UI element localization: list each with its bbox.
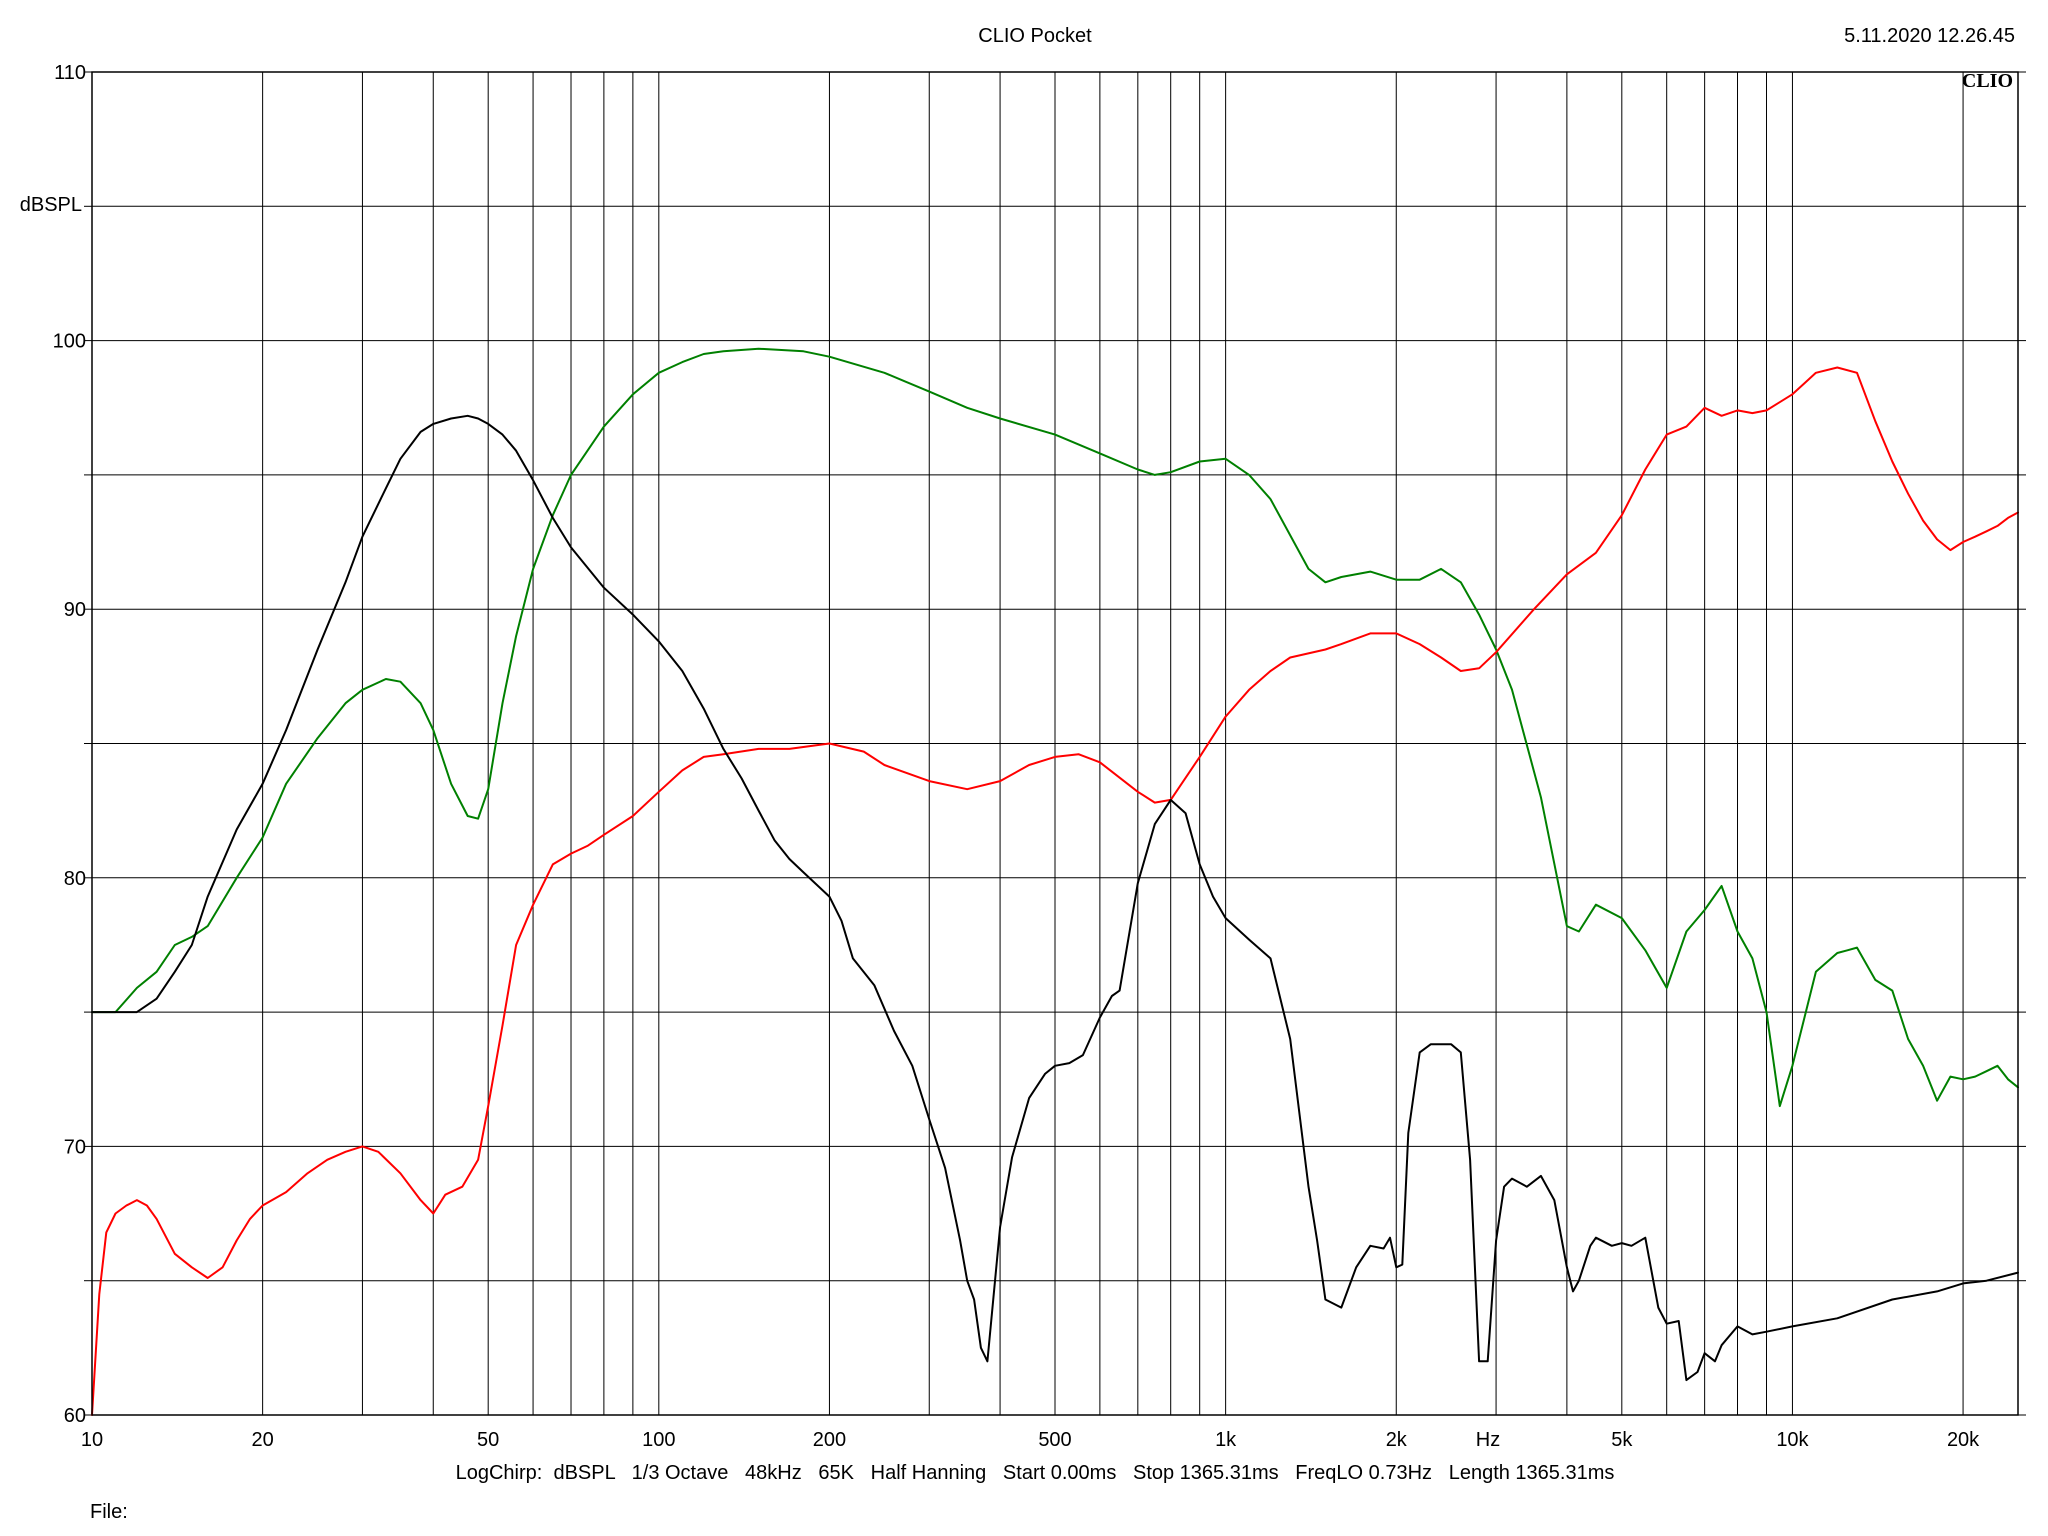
y-tick-label: 60 bbox=[64, 1405, 86, 1427]
chart-title: CLIO Pocket bbox=[978, 25, 1092, 47]
x-tick-label: 10 bbox=[81, 1429, 103, 1451]
y-tick-label: 80 bbox=[64, 868, 86, 890]
timestamp: 5.11.2020 12.26.45 bbox=[1844, 25, 2015, 47]
series-line-2 bbox=[91, 366, 2019, 1416]
y-tick-label: 90 bbox=[64, 599, 86, 621]
x-tick-label: 10k bbox=[1776, 1429, 1809, 1451]
y-tick-label: 100 bbox=[53, 331, 86, 353]
y-tick-label: 110 bbox=[54, 62, 86, 84]
y-axis-label: dBSPL bbox=[20, 194, 82, 216]
x-tick-label: 1k bbox=[1215, 1429, 1237, 1451]
x-tick-label: 20k bbox=[1947, 1429, 1980, 1451]
y-tick-labels: 60 70 80 90 100 110 bbox=[53, 62, 86, 1427]
series-line-3 bbox=[91, 414, 2019, 1382]
x-tick-label: 50 bbox=[477, 1429, 499, 1451]
measurement-parameters: LogChirp: dBSPL 1/3 Octave 48kHz 65K Hal… bbox=[456, 1462, 1615, 1484]
x-axis-label: Hz bbox=[1476, 1429, 1500, 1451]
x-tick-label: 2k bbox=[1386, 1429, 1408, 1451]
x-tick-labels: 10 20 50 100 200 500 1k 2k 5k 10k 20k bbox=[81, 1429, 1980, 1451]
series-layer bbox=[91, 347, 2019, 1416]
x-tick-label: 20 bbox=[252, 1429, 274, 1451]
x-tick-label: 100 bbox=[642, 1429, 675, 1451]
series-line-1 bbox=[91, 347, 2019, 1108]
x-tick-label: 500 bbox=[1038, 1429, 1071, 1451]
x-tick-label: 200 bbox=[813, 1429, 846, 1451]
brand-logo: CLIO bbox=[1962, 70, 2013, 92]
file-label: File: bbox=[90, 1501, 128, 1523]
y-tick-label: 70 bbox=[64, 1136, 86, 1158]
x-tick-label: 5k bbox=[1611, 1429, 1633, 1451]
plot-border bbox=[91, 71, 2019, 1416]
